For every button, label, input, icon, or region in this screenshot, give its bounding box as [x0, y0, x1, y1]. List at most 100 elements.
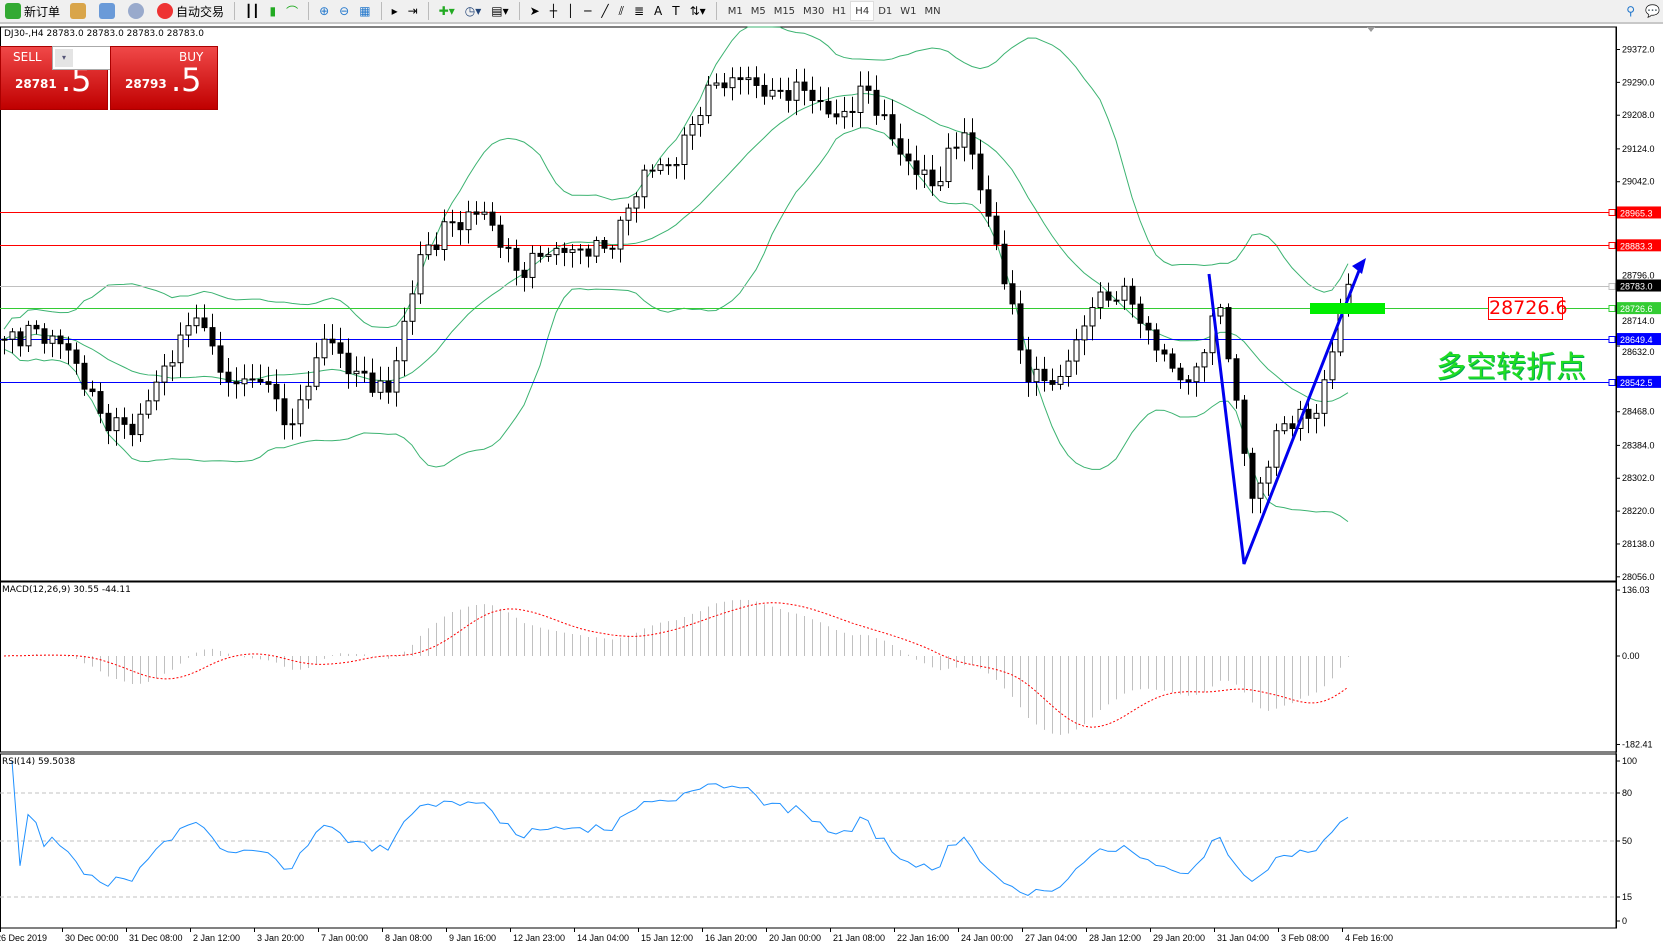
timeframe-h4[interactable]: H4 — [850, 1, 875, 21]
timeframe-h1[interactable]: H1 — [832, 5, 847, 17]
crosshair-button[interactable]: ┼ — [549, 4, 557, 18]
candle — [457, 211, 464, 245]
decrease-lot-button[interactable]: ▾ — [55, 49, 73, 67]
candle — [1121, 277, 1128, 310]
new-order-button[interactable]: 新订单 — [2, 1, 63, 21]
candle — [1313, 403, 1320, 434]
candle-body — [961, 132, 968, 148]
price-label-bg — [1617, 239, 1661, 252]
timeframe-m15[interactable]: M15 — [773, 5, 796, 17]
candle — [1249, 447, 1256, 514]
candle — [465, 200, 472, 244]
autoscroll-button[interactable]: ▸ — [391, 4, 398, 18]
timeframe-m5[interactable]: M5 — [750, 5, 766, 17]
price-tick-label: 28056.0 — [1622, 572, 1655, 582]
candle — [865, 71, 872, 104]
candle — [497, 215, 504, 258]
timeframe-w1[interactable]: W1 — [900, 5, 917, 17]
candle — [977, 139, 984, 204]
market-watch-button[interactable] — [67, 1, 92, 21]
periods-button[interactable]: ◷▾ — [464, 4, 482, 18]
candle-body — [521, 269, 528, 278]
auto-trading-button[interactable]: 自动交易 — [154, 1, 227, 21]
rsi-tick-label: 80 — [1622, 788, 1632, 798]
auto-trading-icon — [157, 3, 174, 19]
candle — [153, 370, 160, 411]
templates-button[interactable]: ▤▾ — [491, 4, 509, 18]
search-icon[interactable]: ⚲ — [1626, 4, 1636, 18]
line-chart-button[interactable]: ⌒ — [286, 4, 299, 19]
zoom-in-button[interactable]: ⊕ — [319, 4, 330, 18]
candle-body — [729, 77, 736, 89]
signal-icon — [128, 3, 145, 19]
candle-chart-button[interactable]: ▮ — [269, 4, 277, 18]
bollinger-lower — [3, 127, 1349, 523]
candle — [25, 320, 32, 352]
signals-button[interactable] — [125, 1, 150, 21]
candle — [193, 304, 200, 334]
candle — [289, 408, 296, 440]
price-tick-label: 28302.0 — [1622, 473, 1655, 483]
candle-body — [673, 164, 680, 167]
candle — [209, 313, 216, 355]
candle-body — [209, 327, 216, 347]
candle — [441, 209, 448, 261]
candle-body — [529, 252, 536, 278]
timeframe-m1[interactable]: M1 — [727, 5, 743, 17]
candle-body — [937, 181, 944, 187]
navigator-button[interactable] — [96, 1, 121, 21]
chart-shift-button[interactable]: ⇥ — [407, 4, 418, 18]
candle-body — [1097, 291, 1104, 309]
text-button[interactable]: A — [654, 4, 663, 18]
fibonacci-button[interactable]: ≣ — [633, 4, 645, 18]
buy-button[interactable]: BUY 28793 .5 — [110, 46, 218, 110]
timeframe-d1[interactable]: D1 — [878, 5, 893, 17]
candle-body — [841, 110, 848, 118]
vertical-line-button[interactable]: │ — [566, 4, 575, 18]
horizontal-line-button[interactable]: ─ — [584, 4, 592, 18]
zoom-out-button[interactable]: ⊖ — [339, 4, 350, 18]
chart-area[interactable]: 29372.0 29290.0 29208.0 29124.0 29042.0 28796… — [0, 26, 1663, 946]
timeframe-m30[interactable]: M30 — [803, 5, 825, 17]
cursor-button[interactable]: ➤ — [529, 4, 540, 18]
indicators-button[interactable]: ✚▾ — [438, 4, 455, 18]
candle — [609, 244, 616, 259]
candle-body — [473, 211, 480, 215]
candle — [81, 355, 88, 396]
text-label-button[interactable]: T — [672, 4, 680, 18]
rsi-tick-label: 50 — [1622, 836, 1632, 846]
candle — [1177, 362, 1184, 389]
macd-signal-line — [3, 602, 1349, 728]
chat-icon[interactable]: 💬 — [1645, 4, 1660, 18]
candle-body — [233, 381, 240, 385]
price-annotation[interactable]: 28726.6 — [1488, 297, 1568, 320]
price-tick-label: 28714.0 — [1622, 316, 1655, 326]
candle — [353, 356, 360, 387]
candle-body — [105, 412, 112, 432]
bar-chart-button[interactable]: ┃┃ — [245, 4, 260, 18]
candle — [1025, 336, 1032, 397]
tile-windows-button[interactable]: ▦ — [359, 4, 371, 18]
candle-body — [649, 169, 656, 172]
candle-body — [1009, 283, 1016, 305]
time-tick-label: 16 Jan 20:00 — [705, 933, 757, 943]
rsi-line — [11, 760, 1349, 896]
candle — [1161, 343, 1168, 362]
trendline-button[interactable]: ╱ — [601, 4, 609, 18]
arrows-button[interactable]: ⇅▾ — [689, 4, 706, 18]
channel-button[interactable]: ⫽ — [618, 3, 624, 18]
candle — [617, 216, 624, 263]
sell-button[interactable]: SELL 28781 .5 — [0, 46, 108, 110]
candle — [561, 242, 568, 267]
candle — [241, 364, 248, 397]
candle-body — [569, 249, 576, 253]
candle — [113, 407, 120, 446]
time-tick-label: 27 Jan 04:00 — [1025, 933, 1077, 943]
time-tick-label: 22 Jan 16:00 — [897, 933, 949, 943]
candle — [321, 324, 328, 366]
timeframe-mn[interactable]: MN — [924, 5, 941, 17]
candle — [985, 175, 992, 227]
pivot-annotation[interactable]: 多空转折点 — [1436, 350, 1586, 385]
candle-body — [561, 247, 568, 253]
candle-body — [65, 343, 72, 351]
